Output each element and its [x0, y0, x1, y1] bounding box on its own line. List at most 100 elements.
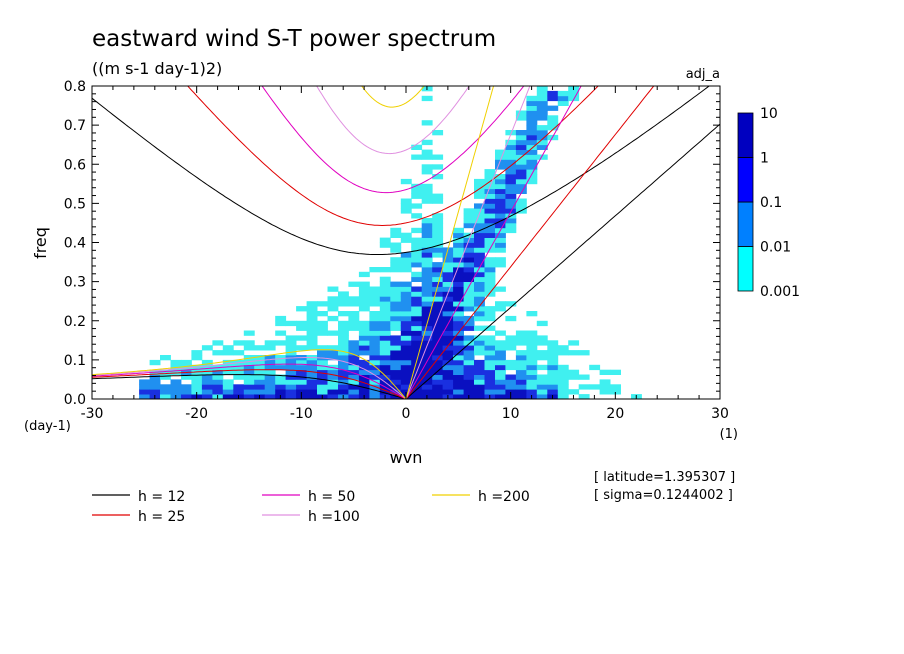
shade-cell-495 — [432, 237, 444, 243]
colorbar-label: 0.001 — [760, 284, 800, 300]
shade-cell-805 — [526, 335, 538, 341]
shade-cell-386 — [411, 345, 423, 351]
shade-cell-452 — [421, 198, 433, 204]
shade-cell-865 — [547, 115, 559, 121]
shade-cell-566 — [453, 257, 464, 263]
shade-cell-795 — [526, 384, 538, 390]
shade-cell-586 — [463, 325, 475, 331]
shade-cell-521 — [442, 325, 454, 331]
legend-label-h25: h = 25 — [138, 509, 185, 525]
curve-rossby-h50 — [92, 363, 407, 399]
shade-cell-400 — [411, 271, 423, 278]
shade-cell-690 — [484, 174, 496, 180]
shade-cell-227 — [348, 359, 360, 366]
shade-cell-454 — [421, 188, 433, 194]
shade-cell-175 — [317, 359, 328, 366]
colorbar-swatch — [737, 112, 754, 158]
shade-cell-457 — [421, 164, 433, 170]
shade-cell-882 — [568, 374, 580, 380]
shade-cell-81 — [243, 369, 255, 375]
shade-cell-559 — [453, 291, 464, 297]
shade-cell-625 — [474, 301, 485, 307]
shade-cell-310 — [379, 242, 391, 248]
shade-cell-762 — [515, 394, 527, 399]
shade-cell-207 — [338, 359, 349, 366]
shade-cell-421 — [421, 364, 433, 371]
shade-cell-163 — [306, 320, 318, 327]
shade-cell-638 — [474, 237, 485, 243]
shade-cell-697 — [495, 369, 506, 375]
shade-cell-412 — [411, 183, 423, 190]
shade-cell-465 — [432, 389, 444, 395]
shade-cell-108 — [264, 340, 276, 346]
shade-cell-448 — [421, 232, 433, 238]
shade-cell-878 — [557, 100, 569, 106]
shade-cell-41 — [201, 389, 213, 395]
shade-cell-340 — [390, 232, 402, 238]
shade-cell-677 — [484, 237, 496, 243]
curve-gravity-h100 — [316, 86, 470, 155]
shade-cell-587 — [463, 320, 475, 327]
shade-cell-601 — [463, 247, 475, 253]
shade-cell-861 — [547, 340, 559, 346]
shade-cell-238 — [348, 281, 360, 287]
shade-cell-815 — [526, 144, 538, 150]
shade-cell-571 — [453, 232, 464, 238]
shade-cell-853 — [547, 379, 559, 385]
shade-cell-627 — [474, 291, 485, 297]
shade-cell-64 — [222, 359, 234, 366]
shade-cell-34 — [191, 379, 203, 385]
shade-cell-114 — [275, 364, 287, 371]
shade-cell-658 — [484, 355, 496, 361]
shade-cell-45 — [201, 369, 213, 375]
curve-rossby-h25 — [92, 369, 407, 399]
shade-cell-197 — [327, 301, 339, 307]
shade-cell-327 — [390, 315, 402, 322]
shade-cell-752 — [505, 178, 517, 185]
shade-cell-252 — [358, 325, 370, 331]
shade-cell-531 — [442, 276, 454, 282]
shade-cell-271 — [369, 345, 381, 351]
shade-cell-652 — [484, 384, 496, 390]
shade-cell-119 — [275, 320, 287, 327]
shade-cell-794 — [526, 389, 538, 395]
shade-cell-32 — [191, 389, 203, 395]
shade-cell-479 — [432, 320, 444, 327]
shade-cell-577 — [463, 374, 475, 380]
shade-cell-826 — [536, 394, 548, 399]
shade-cell-594 — [463, 281, 475, 287]
shade-cell-335 — [390, 267, 402, 273]
shade-cell-134 — [285, 320, 297, 327]
shade-cell-781 — [515, 174, 527, 180]
shade-cell-654 — [484, 374, 496, 380]
shade-cell-317 — [390, 369, 402, 375]
y-tick-labels: 0.0 0.1 0.2 0.3 0.4 0.5 0.6 0.7 0.8 — [64, 79, 86, 408]
shade-cell-894 — [589, 364, 601, 371]
shade-cell-499 — [432, 218, 444, 224]
shade-cell-879 — [557, 95, 569, 102]
shade-cell-316 — [390, 374, 402, 380]
shade-cell-169 — [317, 389, 328, 395]
shade-cell-429 — [421, 325, 433, 331]
shade-cell-363 — [400, 291, 412, 297]
shade-cell-549 — [453, 340, 464, 346]
shade-cell-193 — [327, 345, 339, 351]
shade-cell-639 — [474, 232, 485, 238]
shade-cell-394 — [411, 306, 423, 312]
shade-cell-367 — [400, 262, 412, 268]
x-tick-label: -10 — [290, 406, 313, 422]
shade-cell-144 — [296, 345, 307, 351]
shade-cell-777 — [515, 198, 527, 204]
shade-cell-83 — [243, 359, 255, 366]
shade-cell-361 — [400, 301, 412, 307]
shade-cell-346 — [400, 374, 412, 380]
shade-cell-464 — [432, 394, 444, 399]
shade-cell-59 — [222, 389, 234, 395]
shade-cell-434 — [421, 301, 433, 307]
shade-cell-763 — [515, 389, 527, 395]
shade-cell-209 — [338, 350, 349, 356]
shade-cell-822 — [526, 110, 538, 116]
latitude-info: [ latitude=1.395307 ] — [594, 470, 735, 485]
legend-label-h100: h =100 — [308, 509, 360, 525]
shade-cell-318 — [390, 364, 402, 371]
